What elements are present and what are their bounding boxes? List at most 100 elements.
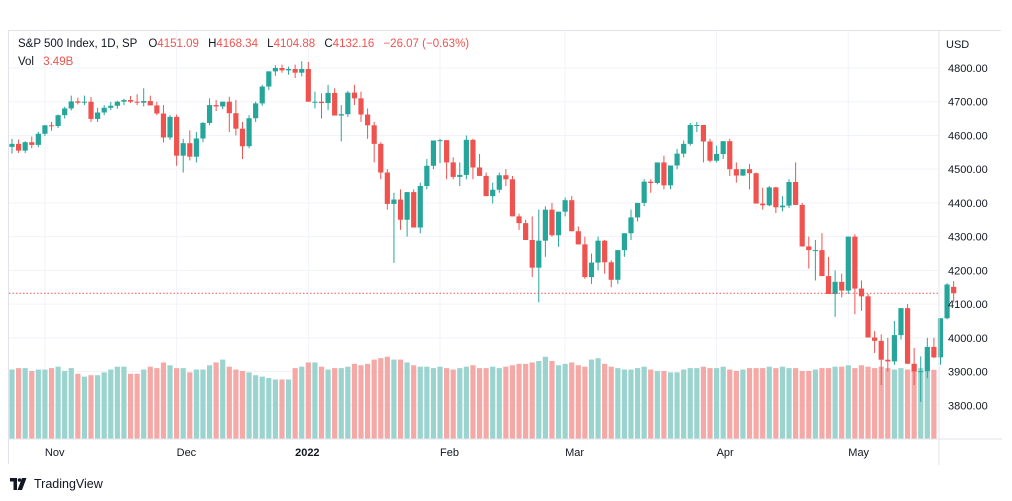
currency-label: USD [946,39,969,51]
volume-bar [48,368,55,439]
candle-body [740,169,746,176]
y-tick-label: 4800.00 [948,63,988,75]
volume-bar [141,369,147,439]
volume-bar [542,356,548,439]
volume-bar [753,368,759,439]
candle-body [536,240,542,268]
tradingview-brand[interactable]: TradingView [10,474,103,494]
candle-body [134,101,140,103]
volume-label: Vol [18,56,34,68]
close-value: 4132.16 [332,38,375,50]
y-tick-label: 3900.00 [948,367,988,379]
candle-body [174,116,180,156]
volume-bar [878,366,884,439]
volume-bar [779,366,786,439]
tradingview-logo-text: TradingView [34,477,103,491]
candle-body [108,105,114,108]
x-tick-label: 2022 [295,447,319,459]
candle-body [384,172,390,204]
x-tick-label: Mar [565,447,584,459]
volume-bar [918,368,924,439]
volume-bar [75,373,81,439]
candle-body [68,101,74,109]
candle-body [615,250,621,280]
candle-body [720,141,726,154]
low-label: L [267,38,274,50]
volume-bar [648,369,654,439]
volume-bar [760,368,766,439]
volume-bar [628,369,634,439]
candle-body [490,189,496,197]
candle-body [318,101,325,104]
candle-body [588,262,595,278]
candle-body [760,203,766,206]
candle-body [825,276,832,294]
volume-bar [700,366,707,439]
volume-bar [799,370,805,439]
volume-bar [608,366,614,439]
candle-body [891,335,897,362]
volume-bar [9,369,15,439]
candle-body [450,162,456,177]
volume-bar [391,359,397,439]
volume-bar [358,365,364,439]
volume-bar [312,362,318,439]
volume-bar [167,365,173,439]
candle-body [746,169,753,174]
volume-bar [516,363,522,439]
high-label: H [208,38,217,50]
volume-bar [42,369,48,439]
candle-body [95,112,101,119]
volume-bar [674,372,680,439]
candle-body [582,244,588,278]
candle-body [779,205,786,208]
price-chart[interactable]: USD 4800.00 4700.00 4600.00 4500.00 4400.00 43… [9,31,1002,465]
volume-bar [602,363,608,439]
volume-bar [727,369,733,439]
symbol-title[interactable]: S&P 500 Index, 1D, SP [18,38,138,50]
candle-body [29,142,35,145]
candle-body [694,124,700,126]
volume-bar [529,362,535,439]
volume-bar [233,369,239,439]
volume-bar [931,369,937,439]
candle-body [246,118,252,147]
volume-bar [766,366,772,439]
candle-body [292,68,298,73]
candle-body [602,240,608,263]
volume-bar [588,359,595,439]
volume-bar [15,368,22,439]
volume-bar [147,366,153,439]
candle-body [259,86,265,104]
candle-body [634,202,641,218]
candle-body [661,162,667,186]
volume-bar [220,359,226,439]
volume-bar [562,363,568,439]
volume-bar [911,369,917,439]
candle-body [325,92,331,104]
candle-body [55,115,61,126]
volume-bar [325,369,331,439]
volume-bar [490,366,496,439]
candle-body [397,199,404,220]
candle-body [253,103,259,119]
candle-body [180,143,186,156]
candle-body [654,162,660,183]
candle-body [127,100,134,102]
candle-body [503,175,509,180]
volume-bar [924,370,930,439]
candle-body [918,371,924,373]
volume-bar [549,361,555,439]
candle-body [272,67,278,72]
candle-body [898,308,904,336]
candle-body [819,250,825,277]
chart-pane[interactable]: USD 4800.00 4700.00 4600.00 4500.00 4400.00 43… [8,30,1002,465]
volume-bar [891,369,897,439]
volume-bar [29,370,35,439]
candle-body [35,133,41,145]
candle-body [687,124,693,144]
volume-bar [667,372,674,439]
volume-bar [450,369,456,439]
volume-bar [832,366,838,439]
volume-bar [180,368,186,439]
